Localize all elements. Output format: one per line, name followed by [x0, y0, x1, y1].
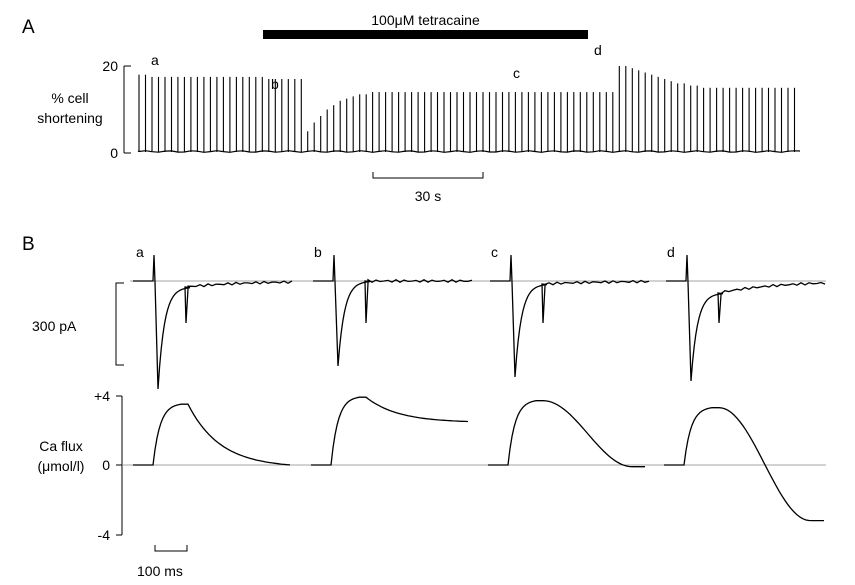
- ca-flux-traces: [133, 396, 824, 522]
- shortening-ytick-0: 0: [110, 145, 118, 161]
- flux-trace-a: [133, 403, 291, 466]
- flux-ytick-0: 0: [102, 457, 110, 473]
- trace-label-d: d: [667, 244, 675, 260]
- current-scale-bar-300pA: [115, 282, 124, 366]
- drug-label: 100μM tetracaine: [371, 12, 480, 28]
- shortening-ylabel-line2: shortening: [37, 110, 103, 126]
- current-trace-b: [313, 254, 473, 367]
- shortening-ylabel-line1: % cell: [51, 90, 89, 106]
- current-traces: [130, 254, 826, 390]
- drug-application-bar: [263, 30, 588, 39]
- marker-b: b: [271, 76, 279, 92]
- marker-d: d: [594, 42, 602, 58]
- marker-a: a: [151, 52, 159, 68]
- time-scale-bar-30s: [372, 172, 484, 179]
- trace-label-c: c: [491, 244, 498, 260]
- shortening-y-axis: [123, 65, 131, 154]
- flux-ytick-minus4: -4: [97, 527, 110, 543]
- flux-trace-b: [311, 396, 469, 466]
- current-trace-d: [666, 254, 826, 382]
- flux-trace-c: [488, 400, 645, 468]
- panel-b-letter: B: [22, 234, 35, 255]
- marker-c: c: [513, 65, 520, 81]
- current-trace-a: [133, 254, 293, 390]
- flux-y-axis: [116, 395, 123, 536]
- flux-ylabel-line1: Ca flux: [39, 438, 83, 454]
- scale-label-30s: 30 s: [414, 188, 442, 204]
- scale-label-100ms: 100 ms: [137, 563, 183, 579]
- flux-trace-d: [664, 407, 824, 522]
- flux-ytick-plus4: +4: [94, 388, 110, 404]
- shortening-ytick-20: 20: [102, 58, 118, 74]
- trace-label-b: b: [314, 244, 322, 260]
- current-trace-c: [490, 254, 650, 378]
- current-scale-label: 300 pA: [32, 318, 77, 334]
- baseline-mark: [137, 150, 801, 153]
- time-scale-bar-100ms: [154, 545, 188, 552]
- trace-label-a: a: [136, 244, 144, 260]
- panel-a-letter: A: [22, 17, 35, 38]
- cell-shortening-trace: [137, 66, 801, 153]
- flux-ylabel-line2: (μmol/l): [37, 458, 85, 474]
